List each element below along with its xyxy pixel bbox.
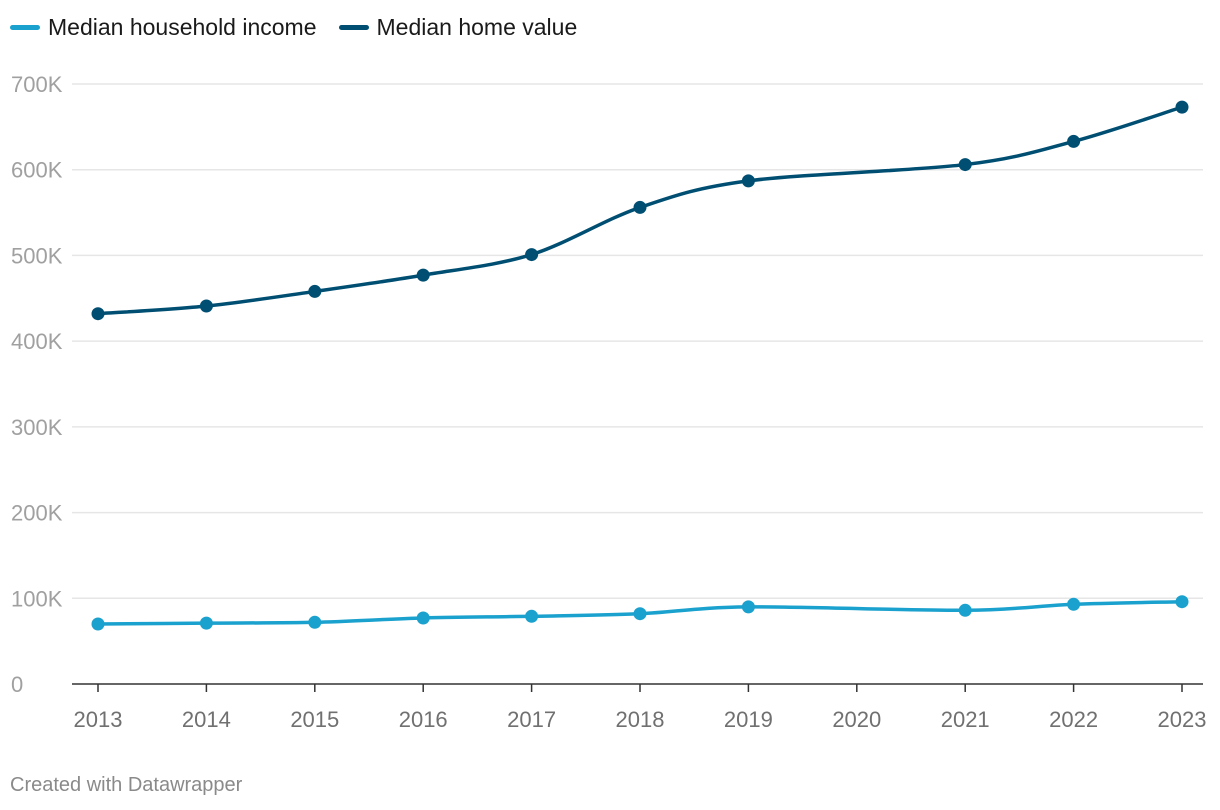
y-tick-label: 500K xyxy=(11,243,63,268)
data-point-home xyxy=(958,158,972,172)
data-point-home xyxy=(308,284,322,298)
series-line-income xyxy=(96,599,1184,626)
y-tick-label: 200K xyxy=(11,501,63,526)
y-tick-label: 700K xyxy=(11,72,63,97)
data-point-income xyxy=(633,607,647,621)
data-point-income xyxy=(199,616,213,630)
data-point-income xyxy=(308,615,322,629)
data-point-home xyxy=(199,299,213,313)
data-point-home xyxy=(1175,100,1189,114)
data-point-income xyxy=(1067,597,1081,611)
data-point-home xyxy=(91,307,105,321)
data-point-income xyxy=(741,600,755,614)
data-point-income xyxy=(525,609,539,623)
y-tick-label: 400K xyxy=(11,329,63,354)
legend-item-home: Median home value xyxy=(338,14,578,41)
x-tick-label: 2020 xyxy=(832,707,881,732)
data-point-income xyxy=(416,611,430,625)
legend-swatch-income xyxy=(10,25,40,30)
footer-credit: Created with Datawrapper xyxy=(10,774,243,796)
data-point-home xyxy=(741,174,755,188)
x-tick-label: 2014 xyxy=(182,707,231,732)
legend-label-income: Median household income xyxy=(48,14,317,40)
legend-label-home: Median home value xyxy=(376,14,578,40)
data-point-home xyxy=(633,200,647,214)
y-tick-label: 600K xyxy=(11,158,63,183)
y-tick-label: 100K xyxy=(11,586,63,611)
data-point-home xyxy=(1067,134,1081,148)
data-point-home xyxy=(416,268,430,282)
y-tick-label: 0 xyxy=(11,672,23,697)
x-tick-label: 2015 xyxy=(290,707,339,732)
x-tick-label: 2013 xyxy=(74,707,123,732)
data-point-income xyxy=(91,617,105,631)
x-tick-label: 2021 xyxy=(941,707,990,732)
x-tick-label: 2017 xyxy=(507,707,556,732)
line-chart: 0 100K 200K 300K 400K 500K 600K 700K 2013 2014 201… xyxy=(11,72,1207,732)
x-tick-label: 2019 xyxy=(724,707,773,732)
y-tick-label: 300K xyxy=(11,415,63,440)
x-tick-label: 2018 xyxy=(616,707,665,732)
data-point-income xyxy=(1175,595,1189,609)
legend-item-income: Median household income xyxy=(10,14,317,41)
legend-swatch-home xyxy=(338,25,369,30)
series-line-home xyxy=(96,105,1184,316)
data-point-income xyxy=(958,603,972,617)
x-tick-label: 2016 xyxy=(399,707,448,732)
x-tick-label: 2023 xyxy=(1158,707,1207,732)
x-tick-label: 2022 xyxy=(1049,707,1098,732)
data-point-home xyxy=(525,248,539,262)
legend: Median household income Median home valu… xyxy=(10,14,577,41)
